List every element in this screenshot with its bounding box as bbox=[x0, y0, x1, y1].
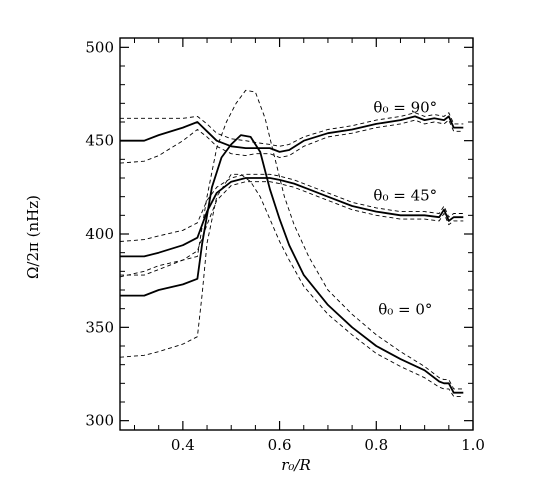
x-axis-label: r₀/R bbox=[281, 456, 311, 474]
y-tick-label: 350 bbox=[85, 318, 114, 336]
annotation-1: θ₀ = 90° bbox=[373, 99, 437, 117]
annotation-2: θ₀ = 45° bbox=[373, 186, 437, 204]
y-tick-label: 400 bbox=[85, 225, 114, 243]
y-tick-label: 450 bbox=[85, 132, 114, 150]
x-tick-label: 1.0 bbox=[461, 436, 485, 454]
y-axis-label: Ω/2π (nHz) bbox=[24, 195, 42, 279]
annotation-3: θ₀ = 0° bbox=[378, 300, 432, 318]
series-line-7 bbox=[120, 134, 464, 394]
plot-frame bbox=[119, 37, 474, 431]
series-line-3 bbox=[119, 119, 464, 164]
y-tick-label: 500 bbox=[85, 38, 114, 56]
series-line-2 bbox=[120, 112, 464, 147]
x-tick-label: 0.8 bbox=[364, 436, 388, 454]
series-line-4 bbox=[120, 177, 464, 258]
series-line-5 bbox=[119, 173, 464, 242]
series-line-6 bbox=[120, 181, 464, 276]
annotation-layer: θ₀ = 90° θ₀ = 45° θ₀ = 0° bbox=[373, 99, 437, 319]
tick-layer: 0.4 0.6 0.8 1.0 300 350 400 450 500 bbox=[85, 38, 485, 454]
x-tick-label: 0.4 bbox=[171, 436, 195, 454]
series-line-1 bbox=[120, 115, 464, 153]
series-line-9 bbox=[119, 173, 464, 397]
series-layer bbox=[119, 89, 464, 397]
y-tick-label: 300 bbox=[85, 412, 114, 430]
x-tick-label: 0.6 bbox=[268, 436, 292, 454]
series-line-8 bbox=[119, 89, 464, 390]
